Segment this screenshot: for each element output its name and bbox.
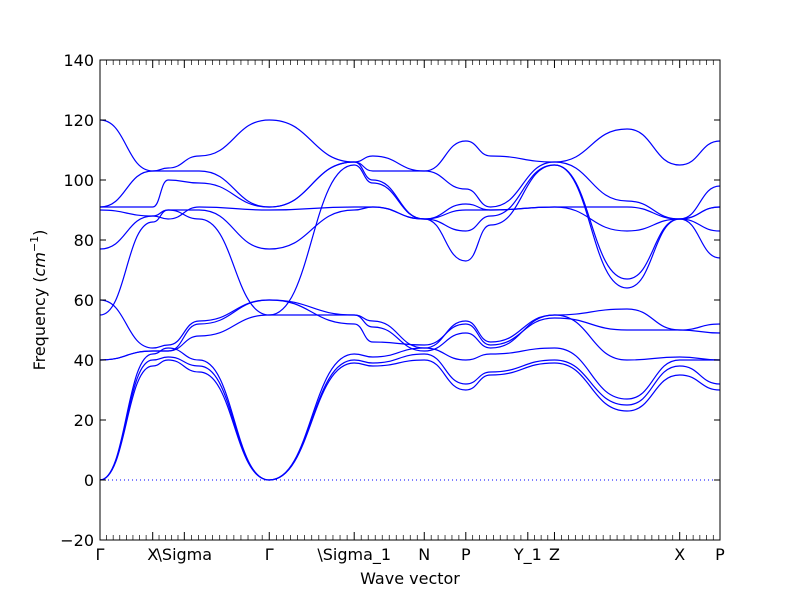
y-axis-title: Frequency (cm−1) bbox=[28, 230, 49, 371]
y-tick-label: 140 bbox=[63, 51, 94, 70]
band-line-3 bbox=[99, 347, 720, 481]
y-tick-label: 20 bbox=[74, 411, 94, 430]
x-axis-ticks: Γ X\Sigma Γ \Sigma_1 N P Y_1 Z X P bbox=[96, 60, 725, 565]
x-tick-label: Γ bbox=[265, 545, 274, 564]
x-tick-label: X bbox=[147, 545, 158, 564]
band-line-11 bbox=[99, 161, 721, 220]
x-tick-label: Y_1 bbox=[513, 545, 542, 565]
y-tick-label: 60 bbox=[74, 291, 94, 310]
band-line-7 bbox=[99, 164, 721, 316]
y-tick-label: −20 bbox=[60, 531, 94, 550]
y-tick-label: 80 bbox=[74, 231, 94, 250]
band-line-5 bbox=[99, 299, 721, 361]
band-line-12 bbox=[99, 119, 721, 172]
band-line-6 bbox=[99, 299, 721, 349]
band-line-10 bbox=[99, 161, 721, 220]
x-tick-label: Γ bbox=[96, 545, 105, 564]
y-axis-ticks: −20 0 20 40 60 80 100 120 140 bbox=[60, 51, 720, 550]
x-tick-label: P bbox=[461, 545, 471, 564]
y-tick-label: 100 bbox=[63, 171, 94, 190]
x-tick-label: N bbox=[418, 545, 430, 564]
y-tick-label: 0 bbox=[84, 471, 94, 490]
y-tick-label: 40 bbox=[74, 351, 94, 370]
band-line-9 bbox=[99, 206, 721, 232]
x-tick-label: \Sigma_1 bbox=[317, 545, 391, 565]
x-tick-label: Z bbox=[549, 545, 560, 564]
minor-ticks bbox=[106, 60, 714, 540]
y-tick-label: 120 bbox=[63, 111, 94, 130]
x-tick-label: P bbox=[715, 545, 725, 564]
band-line-2 bbox=[99, 353, 721, 481]
band-line-4 bbox=[99, 314, 721, 361]
plot-frame bbox=[99, 59, 721, 541]
x-axis-title: Wave vector bbox=[360, 569, 460, 588]
x-tick-label: \Sigma bbox=[157, 545, 213, 564]
band-lines bbox=[99, 119, 721, 481]
x-tick-label: X bbox=[674, 545, 685, 564]
band-line-1 bbox=[99, 359, 721, 481]
